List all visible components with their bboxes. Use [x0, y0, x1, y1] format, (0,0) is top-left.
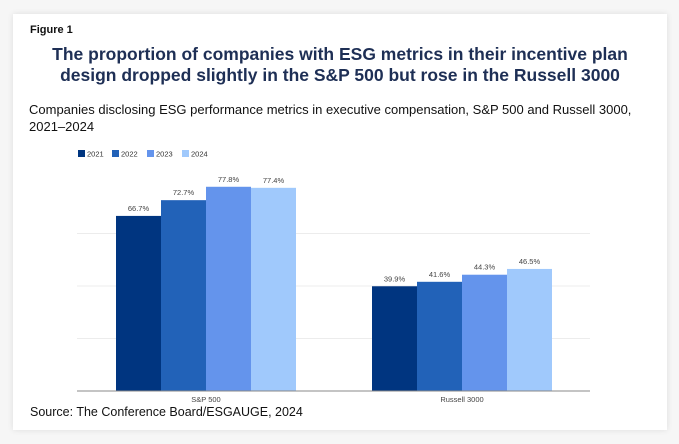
legend-item-2023: 2023: [147, 150, 173, 159]
value-label-s-p-500-2023: 77.8%: [218, 175, 240, 184]
chart-title: The proportion of companies with ESG met…: [30, 44, 650, 86]
bar-s-p-500-2023: [206, 186, 251, 391]
chart-subtitle: Companies disclosing ESG performance met…: [29, 101, 659, 135]
legend-item-2022: 2022: [112, 150, 138, 159]
category-labels: S&P 500 Russell 3000: [191, 395, 483, 404]
value-label-russell-3000-2022: 41.6%: [429, 270, 451, 279]
value-label-s-p-500-2024: 77.4%: [263, 176, 285, 185]
source-note: Source: The Conference Board/ESGAUGE, 20…: [30, 405, 303, 419]
category-label-s-p-500: S&P 500: [191, 395, 220, 404]
bar-russell-3000-2022: [417, 281, 462, 391]
value-label-russell-3000-2021: 39.9%: [384, 274, 406, 283]
legend-label-2023: 2023: [156, 150, 173, 159]
legend-item-2024: 2024: [182, 150, 208, 159]
bars: [116, 186, 552, 391]
bar-s-p-500-2022: [161, 200, 206, 391]
bar-russell-3000-2023: [462, 274, 507, 391]
legend-swatch-2021: [78, 150, 85, 157]
bar-russell-3000-2024: [507, 268, 552, 391]
bar-s-p-500-2021: [116, 215, 161, 391]
legend: 2021 2022 2023 2024: [78, 150, 208, 159]
legend-label-2022: 2022: [121, 150, 138, 159]
chart-subtitle-line-1: Companies disclosing ESG performance met…: [29, 102, 632, 117]
legend-label-2024: 2024: [191, 150, 208, 159]
bar-s-p-500-2024: [251, 187, 296, 391]
legend-swatch-2022: [112, 150, 119, 157]
chart-title-line-2: design dropped slightly in the S&P 500 b…: [60, 65, 620, 85]
chart-subtitle-line-2: 2021–2024: [29, 119, 95, 134]
category-label-russell-3000: Russell 3000: [440, 395, 483, 404]
value-labels: 66.7% 72.7% 77.8% 77.4% 39.9% 41.6% 44.3% 46.5%: [128, 175, 541, 283]
legend-label-2021: 2021: [87, 150, 104, 159]
value-label-s-p-500-2022: 72.7%: [173, 188, 195, 197]
figure-label: Figure 1: [30, 24, 73, 36]
legend-swatch-2024: [182, 150, 189, 157]
legend-swatch-2023: [147, 150, 154, 157]
bar-russell-3000-2021: [372, 286, 417, 391]
value-label-russell-3000-2024: 46.5%: [519, 257, 541, 266]
chart-title-line-1: The proportion of companies with ESG met…: [52, 44, 628, 64]
value-label-s-p-500-2021: 66.7%: [128, 204, 150, 213]
value-label-russell-3000-2023: 44.3%: [474, 263, 496, 272]
legend-item-2021: 2021: [78, 150, 104, 159]
